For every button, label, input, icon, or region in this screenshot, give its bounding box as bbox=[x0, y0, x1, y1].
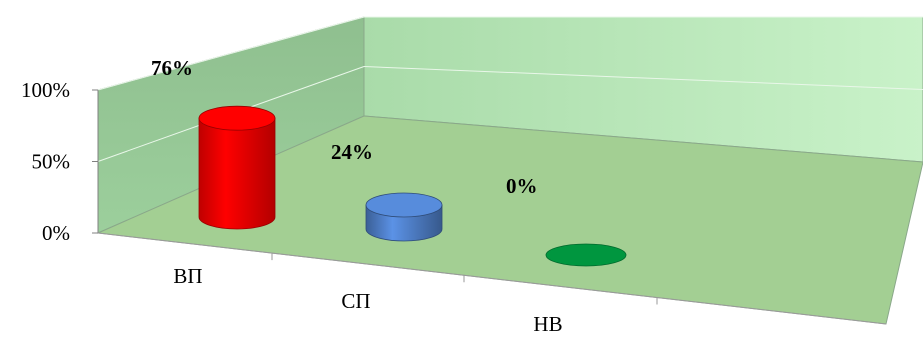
y-tick-label: 100% bbox=[21, 78, 70, 102]
x-tick-label: СП bbox=[341, 289, 370, 313]
y-tick-label: 0% bbox=[42, 221, 70, 245]
grid-layer bbox=[97, 16, 923, 162]
x-tick-label: НВ bbox=[533, 312, 562, 332]
bar-body bbox=[198, 117, 276, 230]
bar-top bbox=[365, 192, 443, 218]
y-axis-ticks: 0% 50% 100% bbox=[21, 78, 98, 245]
bar-top bbox=[545, 243, 627, 267]
data-label: 24% bbox=[331, 140, 373, 164]
bar-НВ bbox=[545, 243, 627, 267]
data-label: 76% bbox=[151, 56, 193, 80]
gridline bbox=[97, 16, 365, 91]
bar-ВП bbox=[198, 105, 276, 230]
y-tick-label: 50% bbox=[32, 150, 71, 174]
x-axis-ticks bbox=[271, 253, 658, 305]
data-label: 0% bbox=[506, 174, 538, 198]
bars-layer bbox=[198, 105, 627, 267]
bar-СП bbox=[365, 192, 443, 242]
gridline bbox=[363, 66, 923, 90]
x-tick-label: ВП bbox=[173, 264, 202, 288]
bar-top bbox=[198, 105, 276, 131]
x-axis-line bbox=[97, 232, 887, 325]
